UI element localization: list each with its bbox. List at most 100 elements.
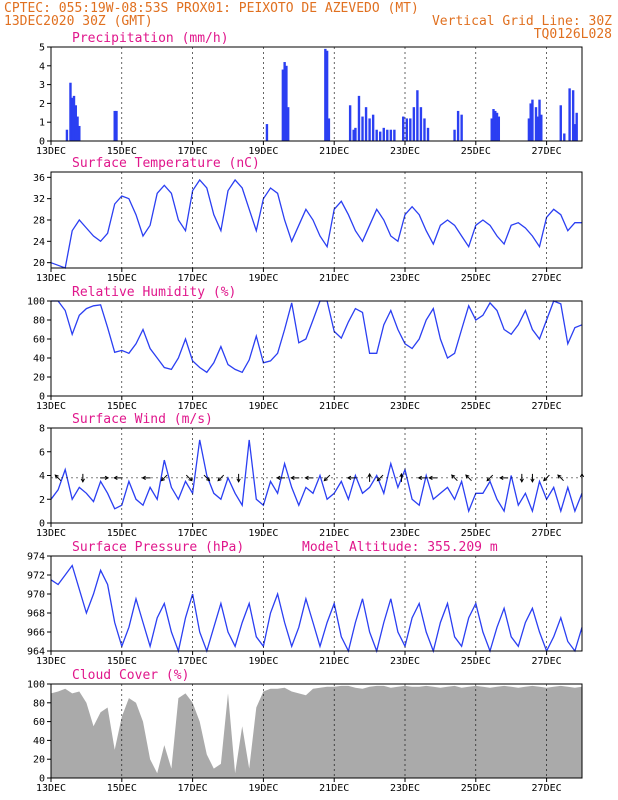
- y-tick-label: 4: [39, 61, 45, 72]
- x-tick-label: 21DEC: [319, 656, 349, 667]
- precip-bar: [285, 65, 288, 141]
- precip-bar: [423, 118, 426, 141]
- precip-bar: [74, 105, 77, 141]
- precip-bar: [405, 118, 408, 141]
- x-tick-label: 15DEC: [107, 401, 137, 412]
- y-tick-label: 60: [33, 335, 45, 346]
- wind-arrow: [100, 475, 110, 480]
- wind-arrow-head: [141, 475, 146, 480]
- precip-bar: [368, 118, 371, 141]
- wind-arrow-head: [465, 474, 470, 479]
- x-tick-label: 13DEC: [36, 656, 66, 667]
- y-tick-label: 2: [39, 495, 45, 506]
- precip-bar: [348, 105, 352, 141]
- precip-bar: [113, 110, 116, 141]
- x-tick-label: 25DEC: [461, 273, 491, 284]
- x-tick-label: 15DEC: [107, 528, 137, 539]
- wind-arrow: [519, 473, 524, 483]
- precip-bar: [389, 129, 393, 141]
- x-tick-label: 21DEC: [319, 273, 349, 284]
- wind-arrow: [290, 475, 300, 480]
- wind-arrow-head: [323, 477, 328, 482]
- wind-arrow: [451, 474, 458, 482]
- y-tick-label: 0: [39, 774, 45, 785]
- y-tick-label: 2: [39, 99, 45, 110]
- precip-bar: [375, 129, 378, 141]
- wind-arrow-shaft: [377, 474, 384, 482]
- precip-bar: [115, 110, 118, 141]
- panel-frame-precip: [50, 46, 583, 142]
- x-tick-label: 25DEC: [461, 401, 491, 412]
- wind-arrow-head: [304, 475, 309, 480]
- x-tick-label: 19DEC: [248, 401, 278, 412]
- wind-arrow-shaft: [54, 474, 62, 482]
- x-tick-label: 25DEC: [461, 656, 491, 667]
- wind-arrow-head: [236, 478, 241, 483]
- y-tick-label: 24: [33, 237, 45, 248]
- header-grid-note: Vertical Grid Line: 30Z: [432, 14, 612, 29]
- wind-arrow-head: [417, 475, 423, 480]
- x-tick-label: 27DEC: [532, 528, 562, 539]
- panel-frame-press: [50, 555, 583, 652]
- x-tick-label: 25DEC: [461, 783, 491, 794]
- precip-bar: [76, 116, 79, 141]
- x-tick-label: 19DEC: [248, 528, 278, 539]
- precip-bar: [402, 116, 405, 141]
- wind-arrow-head: [499, 475, 504, 480]
- header-line1: CPTEC: 055:19W-08:53S PROX01: PEIXOTO DE…: [4, 1, 419, 16]
- wind-arrow: [203, 474, 211, 482]
- wind-arrow: [346, 475, 356, 480]
- wind-arrow: [141, 475, 151, 480]
- wind-arrow: [276, 475, 286, 480]
- panel-title-cloud: Cloud Cover (%): [72, 668, 189, 683]
- x-tick-label: 15DEC: [107, 146, 137, 157]
- wind-arrow: [367, 472, 372, 482]
- precip-bar: [575, 112, 578, 141]
- y-tick-label: 80: [33, 698, 45, 709]
- precip-bar: [568, 88, 571, 141]
- panel-temp: Surface Temperature (nC) 20 24 28 32 36 13DEC 1…: [33, 156, 583, 284]
- x-tick-label: 17DEC: [178, 401, 208, 412]
- wind-arrow-shaft: [203, 474, 210, 482]
- x-tick-label: 23DEC: [390, 401, 420, 412]
- wind-arrow-shaft: [543, 474, 550, 482]
- y-tick-label: 5: [39, 43, 45, 54]
- wind-arrow-shaft: [486, 474, 494, 482]
- panel-frame-cloud: [50, 683, 583, 779]
- precip-bar: [78, 125, 81, 141]
- precip-bar: [559, 105, 562, 141]
- panel-frame-rh: [50, 300, 583, 397]
- x-tick-label: 17DEC: [178, 656, 208, 667]
- precip-bar: [409, 118, 412, 141]
- x-tick-label: 13DEC: [36, 146, 66, 157]
- wind-arrow: [530, 473, 535, 483]
- wind-arrow-shaft: [185, 474, 193, 482]
- x-tick-label: 13DEC: [36, 273, 66, 284]
- y-tick-label: 0: [39, 137, 45, 148]
- precip-bar: [283, 62, 286, 141]
- x-tick-label: 23DEC: [390, 273, 420, 284]
- wind-arrow: [486, 474, 494, 482]
- precip-bar: [386, 129, 389, 141]
- y-tick-label: 32: [33, 194, 45, 205]
- wind-arrow-head: [80, 478, 85, 483]
- precip-bar: [538, 99, 541, 141]
- y-tick-label: 100: [27, 297, 45, 308]
- precip-bar: [65, 129, 69, 141]
- x-tick-label: 23DEC: [390, 656, 420, 667]
- y-tick-label: 60: [33, 717, 45, 728]
- x-tick-label: 27DEC: [532, 783, 562, 794]
- panel-frame-temp: [50, 171, 583, 269]
- wind-arrow: [543, 474, 550, 482]
- wind-arrow: [217, 474, 225, 482]
- wind-arrow: [160, 474, 168, 482]
- precip-bar: [426, 127, 430, 141]
- x-tick-label: 25DEC: [461, 146, 491, 157]
- wind-arrow: [499, 475, 509, 480]
- precip-bar: [412, 107, 416, 141]
- precip-bar: [393, 129, 396, 141]
- precip-bar: [419, 107, 423, 141]
- x-tick-label: 21DEC: [319, 146, 349, 157]
- precip-bar: [460, 114, 463, 141]
- precip-bar: [69, 82, 72, 141]
